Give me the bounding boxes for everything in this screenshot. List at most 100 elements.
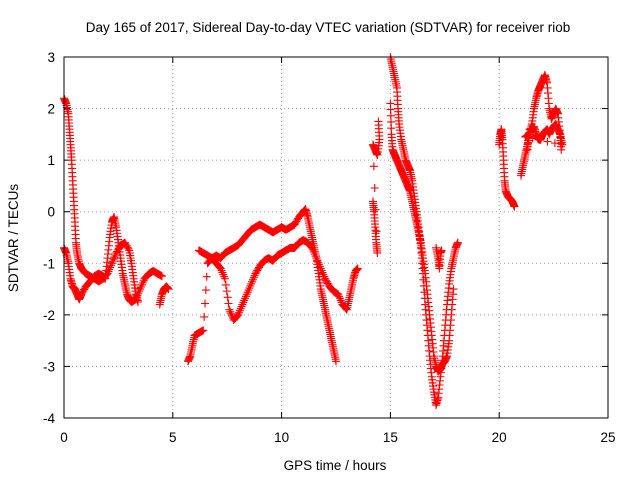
data-point	[227, 309, 236, 318]
data-point	[245, 284, 254, 293]
data-point	[543, 137, 552, 146]
data-point	[335, 292, 344, 301]
data-point	[200, 312, 209, 321]
data-point	[334, 290, 343, 299]
x-tick-label: 20	[492, 430, 507, 445]
x-tick-labels: 0 5 10 15 20 25	[60, 430, 615, 445]
data-point	[216, 264, 225, 273]
y-axis-label: SDTVAR / TECUs	[6, 184, 21, 293]
data-point	[217, 266, 226, 275]
y-tick-label: 1	[47, 153, 55, 168]
x-tick-label: 0	[60, 430, 68, 445]
y-tick-label: -2	[43, 308, 55, 323]
data-point	[315, 260, 324, 269]
data-point	[250, 271, 259, 280]
data-point	[311, 252, 320, 261]
data-point-layer	[60, 53, 567, 410]
y-tick-label: -1	[43, 256, 55, 271]
data-point	[199, 326, 208, 335]
data-point	[244, 286, 253, 295]
data-point	[536, 136, 545, 145]
data-point	[558, 140, 567, 149]
data-point	[223, 293, 232, 302]
x-tick-label: 10	[274, 430, 289, 445]
data-point	[246, 281, 255, 290]
data-point	[318, 268, 327, 277]
data-point	[241, 294, 250, 303]
data-point	[238, 300, 247, 309]
data-point	[132, 293, 141, 302]
data-point	[236, 304, 245, 313]
data-point	[220, 272, 229, 281]
data-point	[226, 307, 235, 316]
data-point	[320, 272, 329, 281]
data-point	[312, 254, 321, 263]
data-point	[133, 291, 142, 300]
data-point	[308, 243, 317, 252]
data-point	[243, 288, 252, 297]
data-point	[164, 285, 173, 294]
series-riob-arc-9	[432, 243, 446, 273]
data-point	[138, 278, 147, 287]
data-point	[234, 310, 243, 319]
data-point	[237, 302, 246, 311]
data-point	[374, 117, 383, 126]
data-point	[308, 245, 317, 254]
data-point	[332, 357, 340, 366]
data-point	[528, 134, 537, 143]
data-point	[224, 299, 233, 308]
data-point	[437, 246, 446, 255]
chart-title: Day 165 of 2017, Sidereal Day-to-day VTE…	[86, 20, 570, 35]
data-point	[214, 262, 223, 271]
data-point	[221, 274, 230, 283]
data-point	[201, 299, 210, 308]
data-point	[131, 295, 140, 304]
data-point	[109, 255, 118, 264]
data-point	[371, 205, 380, 214]
data-point	[202, 272, 211, 281]
data-point	[137, 280, 146, 289]
plot-frame	[63, 56, 609, 419]
data-point	[240, 296, 249, 305]
y-tick-label: -3	[43, 359, 55, 374]
data-point	[336, 296, 345, 305]
data-point	[317, 266, 326, 275]
data-point	[248, 275, 257, 284]
data-point	[372, 227, 381, 236]
data-point	[557, 145, 566, 154]
series-riob-arc-2	[60, 212, 166, 306]
data-point	[247, 279, 256, 288]
data-point	[234, 308, 243, 317]
x-axis-label: GPS time / hours	[284, 458, 387, 473]
data-point	[134, 289, 143, 298]
data-point	[335, 294, 344, 303]
data-point	[239, 298, 248, 307]
x-tick-label: 15	[383, 430, 398, 445]
series-riob-arc-3	[155, 282, 173, 309]
y-tick-label: 0	[47, 205, 55, 220]
data-point	[225, 305, 234, 314]
data-point	[107, 259, 116, 268]
data-point	[369, 162, 378, 171]
series-riob-arc-11	[516, 71, 566, 180]
data-point	[242, 290, 251, 299]
x-tick-label: 25	[600, 430, 615, 445]
series-riob-arc-5	[194, 236, 362, 325]
data-point	[314, 258, 323, 267]
data-point	[218, 268, 227, 277]
x-tick-label: 5	[169, 430, 177, 445]
data-point	[235, 306, 244, 315]
data-point	[373, 248, 382, 257]
data-point	[353, 264, 362, 273]
y-tick-label: 2	[47, 102, 55, 117]
data-point	[135, 287, 144, 296]
data-point	[453, 238, 462, 247]
series-riob-arc-12	[521, 120, 567, 154]
data-point	[241, 292, 250, 301]
data-point	[124, 244, 133, 253]
data-point	[110, 253, 119, 262]
series-riob-arc-4	[184, 205, 340, 366]
data-point	[449, 285, 458, 294]
data-point	[137, 283, 146, 292]
